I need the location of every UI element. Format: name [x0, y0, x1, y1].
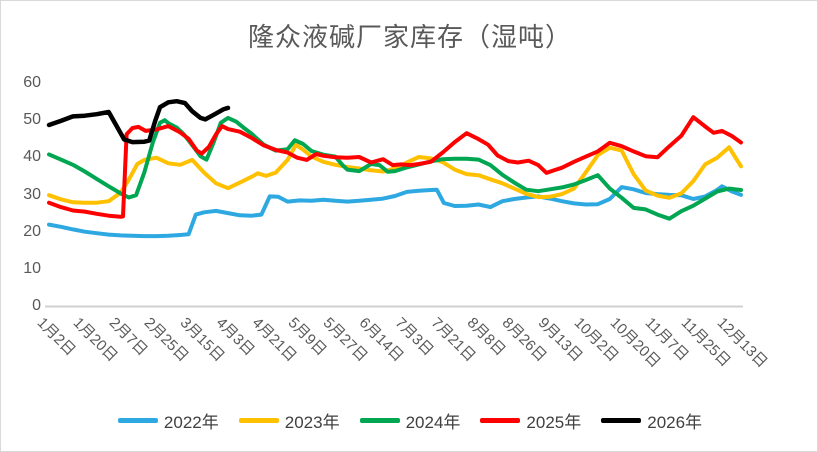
legend-label: 2025年	[526, 413, 582, 432]
legend-label: 2023年	[284, 413, 340, 432]
series-line-2024年	[47, 115, 743, 221]
legend-label: 2026年	[647, 413, 703, 432]
series-line-2026年	[46, 98, 231, 145]
y-tick-label-50: 50	[23, 111, 41, 129]
series-line-2023年	[47, 142, 743, 205]
legend-line-swatch-2022年	[117, 418, 158, 423]
legend-line-swatch-2026年	[601, 418, 642, 423]
y-tick-label-30: 30	[23, 185, 41, 203]
legend-item-2022年[interactable]: 2022年	[117, 408, 219, 433]
legend-line-swatch-2024年	[359, 418, 400, 423]
legend-line-swatch-2023年	[238, 418, 279, 423]
legend-label: 2024年	[405, 413, 461, 432]
y-tick-label-60: 60	[23, 74, 41, 91]
chart-title: 隆众液碱厂家库存（湿吨）	[247, 22, 572, 52]
legend: 2022年 2023年 2024年 2025年 2026年	[1, 408, 817, 433]
legend-label: 2022年	[163, 413, 219, 432]
legend-item-2024年[interactable]: 2024年	[359, 408, 461, 433]
y-tick-label-40: 40	[23, 148, 41, 166]
y-tick-label-20: 20	[23, 222, 41, 240]
y-tick-label-10: 10	[23, 259, 41, 277]
series-line-2022年	[47, 184, 743, 239]
legend-item-2025年[interactable]: 2025年	[480, 408, 581, 433]
legend-line-swatch-2025年	[480, 418, 521, 423]
y-tick-label-0: 0	[32, 297, 41, 314]
legend-item-2026年[interactable]: 2026年	[601, 408, 702, 433]
legend-item-2023年[interactable]: 2023年	[238, 408, 340, 433]
